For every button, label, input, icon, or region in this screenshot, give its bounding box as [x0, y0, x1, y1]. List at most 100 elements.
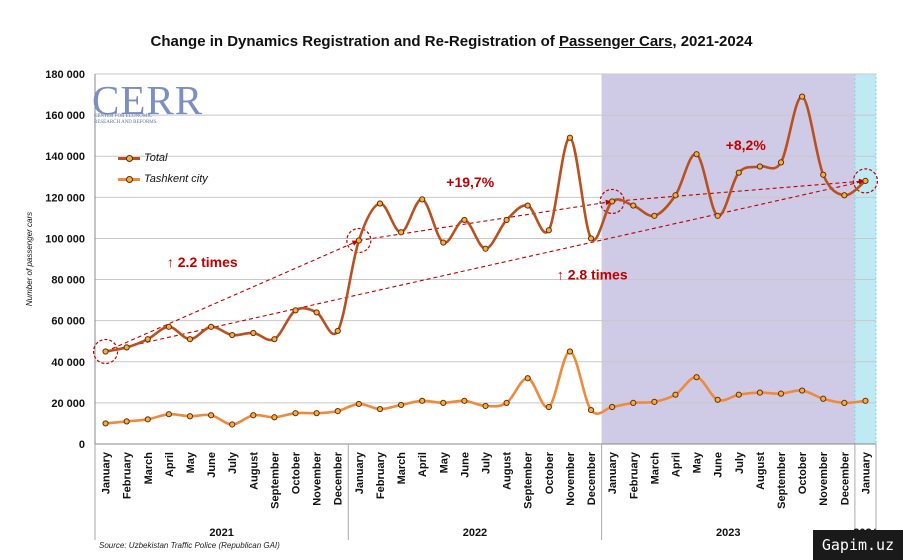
data-point-tashkent — [841, 399, 848, 406]
legend: Total Tashkent city — [118, 147, 208, 189]
data-point-tashkent — [376, 405, 384, 413]
data-point-total — [355, 237, 362, 244]
annotation-label: +8,2% — [726, 137, 767, 153]
x-tick-label: July — [227, 451, 239, 474]
x-tick-label: September — [776, 451, 788, 509]
y-tick-label: 120 000 — [45, 192, 85, 204]
x-tick-label: March — [143, 452, 155, 485]
data-point-total — [777, 159, 785, 166]
data-point-total — [186, 336, 194, 343]
data-point-tashkent — [440, 399, 447, 406]
x-tick-label: November — [818, 451, 830, 506]
data-point-total — [271, 336, 278, 343]
data-point-total — [566, 134, 574, 141]
data-point-total — [292, 307, 299, 314]
year-label: 2021 — [209, 527, 233, 539]
x-tick-label: December — [333, 451, 345, 505]
data-point-total — [397, 229, 405, 236]
x-tick-label: June — [713, 452, 725, 478]
shade-2024 — [854, 73, 877, 445]
data-point-total — [419, 196, 426, 203]
highlight-circle — [852, 168, 879, 194]
data-point-tashkent — [461, 397, 468, 404]
data-point-tashkent — [651, 398, 658, 405]
annotation-label: +19,7% — [446, 174, 494, 190]
data-point-total — [503, 216, 510, 224]
x-tick-label: January — [354, 451, 366, 494]
y-axis-label: Number of passenger cars — [25, 212, 34, 306]
data-point-total — [714, 212, 721, 219]
data-point-total — [756, 163, 764, 170]
chart-title: Change in Dynamics Registration and Re-R… — [0, 33, 903, 50]
data-point-tashkent — [397, 401, 405, 409]
x-tick-label: February — [375, 451, 387, 499]
data-point-tashkent — [566, 348, 574, 355]
source-note: Source: Uzbekistan Traffic Police (Repub… — [99, 541, 280, 550]
data-point-total — [609, 198, 616, 205]
year-label: 2022 — [463, 527, 487, 539]
y-tick-label: 0 — [79, 439, 85, 451]
x-tick-label: January — [101, 451, 113, 494]
data-point-tashkent — [777, 390, 785, 397]
x-tick-label: May — [185, 451, 197, 473]
data-point-tashkent — [165, 411, 172, 418]
legend-swatch-total — [118, 152, 140, 164]
trend-2022-2023 — [358, 200, 613, 242]
x-tick-label: July — [481, 451, 493, 474]
x-tick-label: November — [312, 451, 324, 506]
data-point-tashkent — [693, 374, 700, 381]
legend-label-tashkent: Tashkent city — [144, 172, 208, 185]
x-tick-label: April — [417, 452, 429, 477]
trend-2021-2024 — [105, 180, 866, 353]
x-tick-label: January — [607, 451, 619, 494]
x-tick-label: December — [586, 451, 598, 505]
data-point-total — [735, 169, 742, 176]
data-point-total — [440, 239, 447, 246]
trend-2023-2024 — [612, 180, 866, 202]
y-tick-label: 180 000 — [45, 69, 85, 81]
data-point-tashkent — [482, 402, 489, 410]
shade-2023 — [601, 74, 855, 444]
data-point-total — [207, 323, 215, 330]
data-point-total — [376, 200, 384, 207]
data-point-total — [482, 245, 489, 252]
x-tick-label: February — [628, 451, 640, 499]
x-tick-label: May — [438, 451, 450, 473]
data-point-total — [334, 327, 341, 335]
y-tick-label: 40 000 — [51, 357, 85, 369]
x-tick-label: September — [523, 451, 535, 509]
data-point-tashkent — [355, 400, 362, 408]
x-tick-label: February — [122, 451, 134, 499]
data-point-tashkent — [630, 399, 637, 406]
data-point-total — [313, 309, 320, 316]
watermark: Gapim.uz — [813, 530, 903, 560]
data-point-tashkent — [102, 420, 109, 427]
y-tick-label: 140 000 — [45, 151, 85, 163]
data-point-total — [461, 216, 468, 224]
data-point-tashkent — [144, 416, 151, 423]
data-point-total — [229, 331, 236, 339]
data-point-total — [841, 192, 848, 199]
data-point-tashkent — [271, 414, 278, 421]
data-point-tashkent — [545, 403, 552, 411]
data-point-tashkent — [186, 413, 194, 420]
data-point-total — [693, 151, 700, 158]
x-tick-label: June — [459, 452, 471, 478]
data-point-tashkent — [587, 406, 595, 414]
x-tick-label: March — [649, 452, 661, 485]
data-point-tashkent — [229, 421, 236, 428]
data-point-tashkent — [735, 391, 742, 398]
data-point-tashkent — [524, 375, 531, 382]
data-point-tashkent — [672, 391, 679, 398]
x-tick-label: September — [269, 451, 281, 509]
y-tick-label: 100 000 — [45, 233, 85, 245]
data-point-tashkent — [714, 396, 721, 403]
title-part-3: , 2021-2024 — [672, 33, 753, 50]
legend-label-total: Total — [144, 151, 168, 164]
data-point-tashkent — [419, 397, 426, 404]
data-point-total — [524, 202, 531, 209]
x-tick-label: October — [797, 451, 809, 494]
y-tick-label: 20 000 — [51, 398, 85, 410]
x-tick-label: October — [544, 451, 556, 494]
